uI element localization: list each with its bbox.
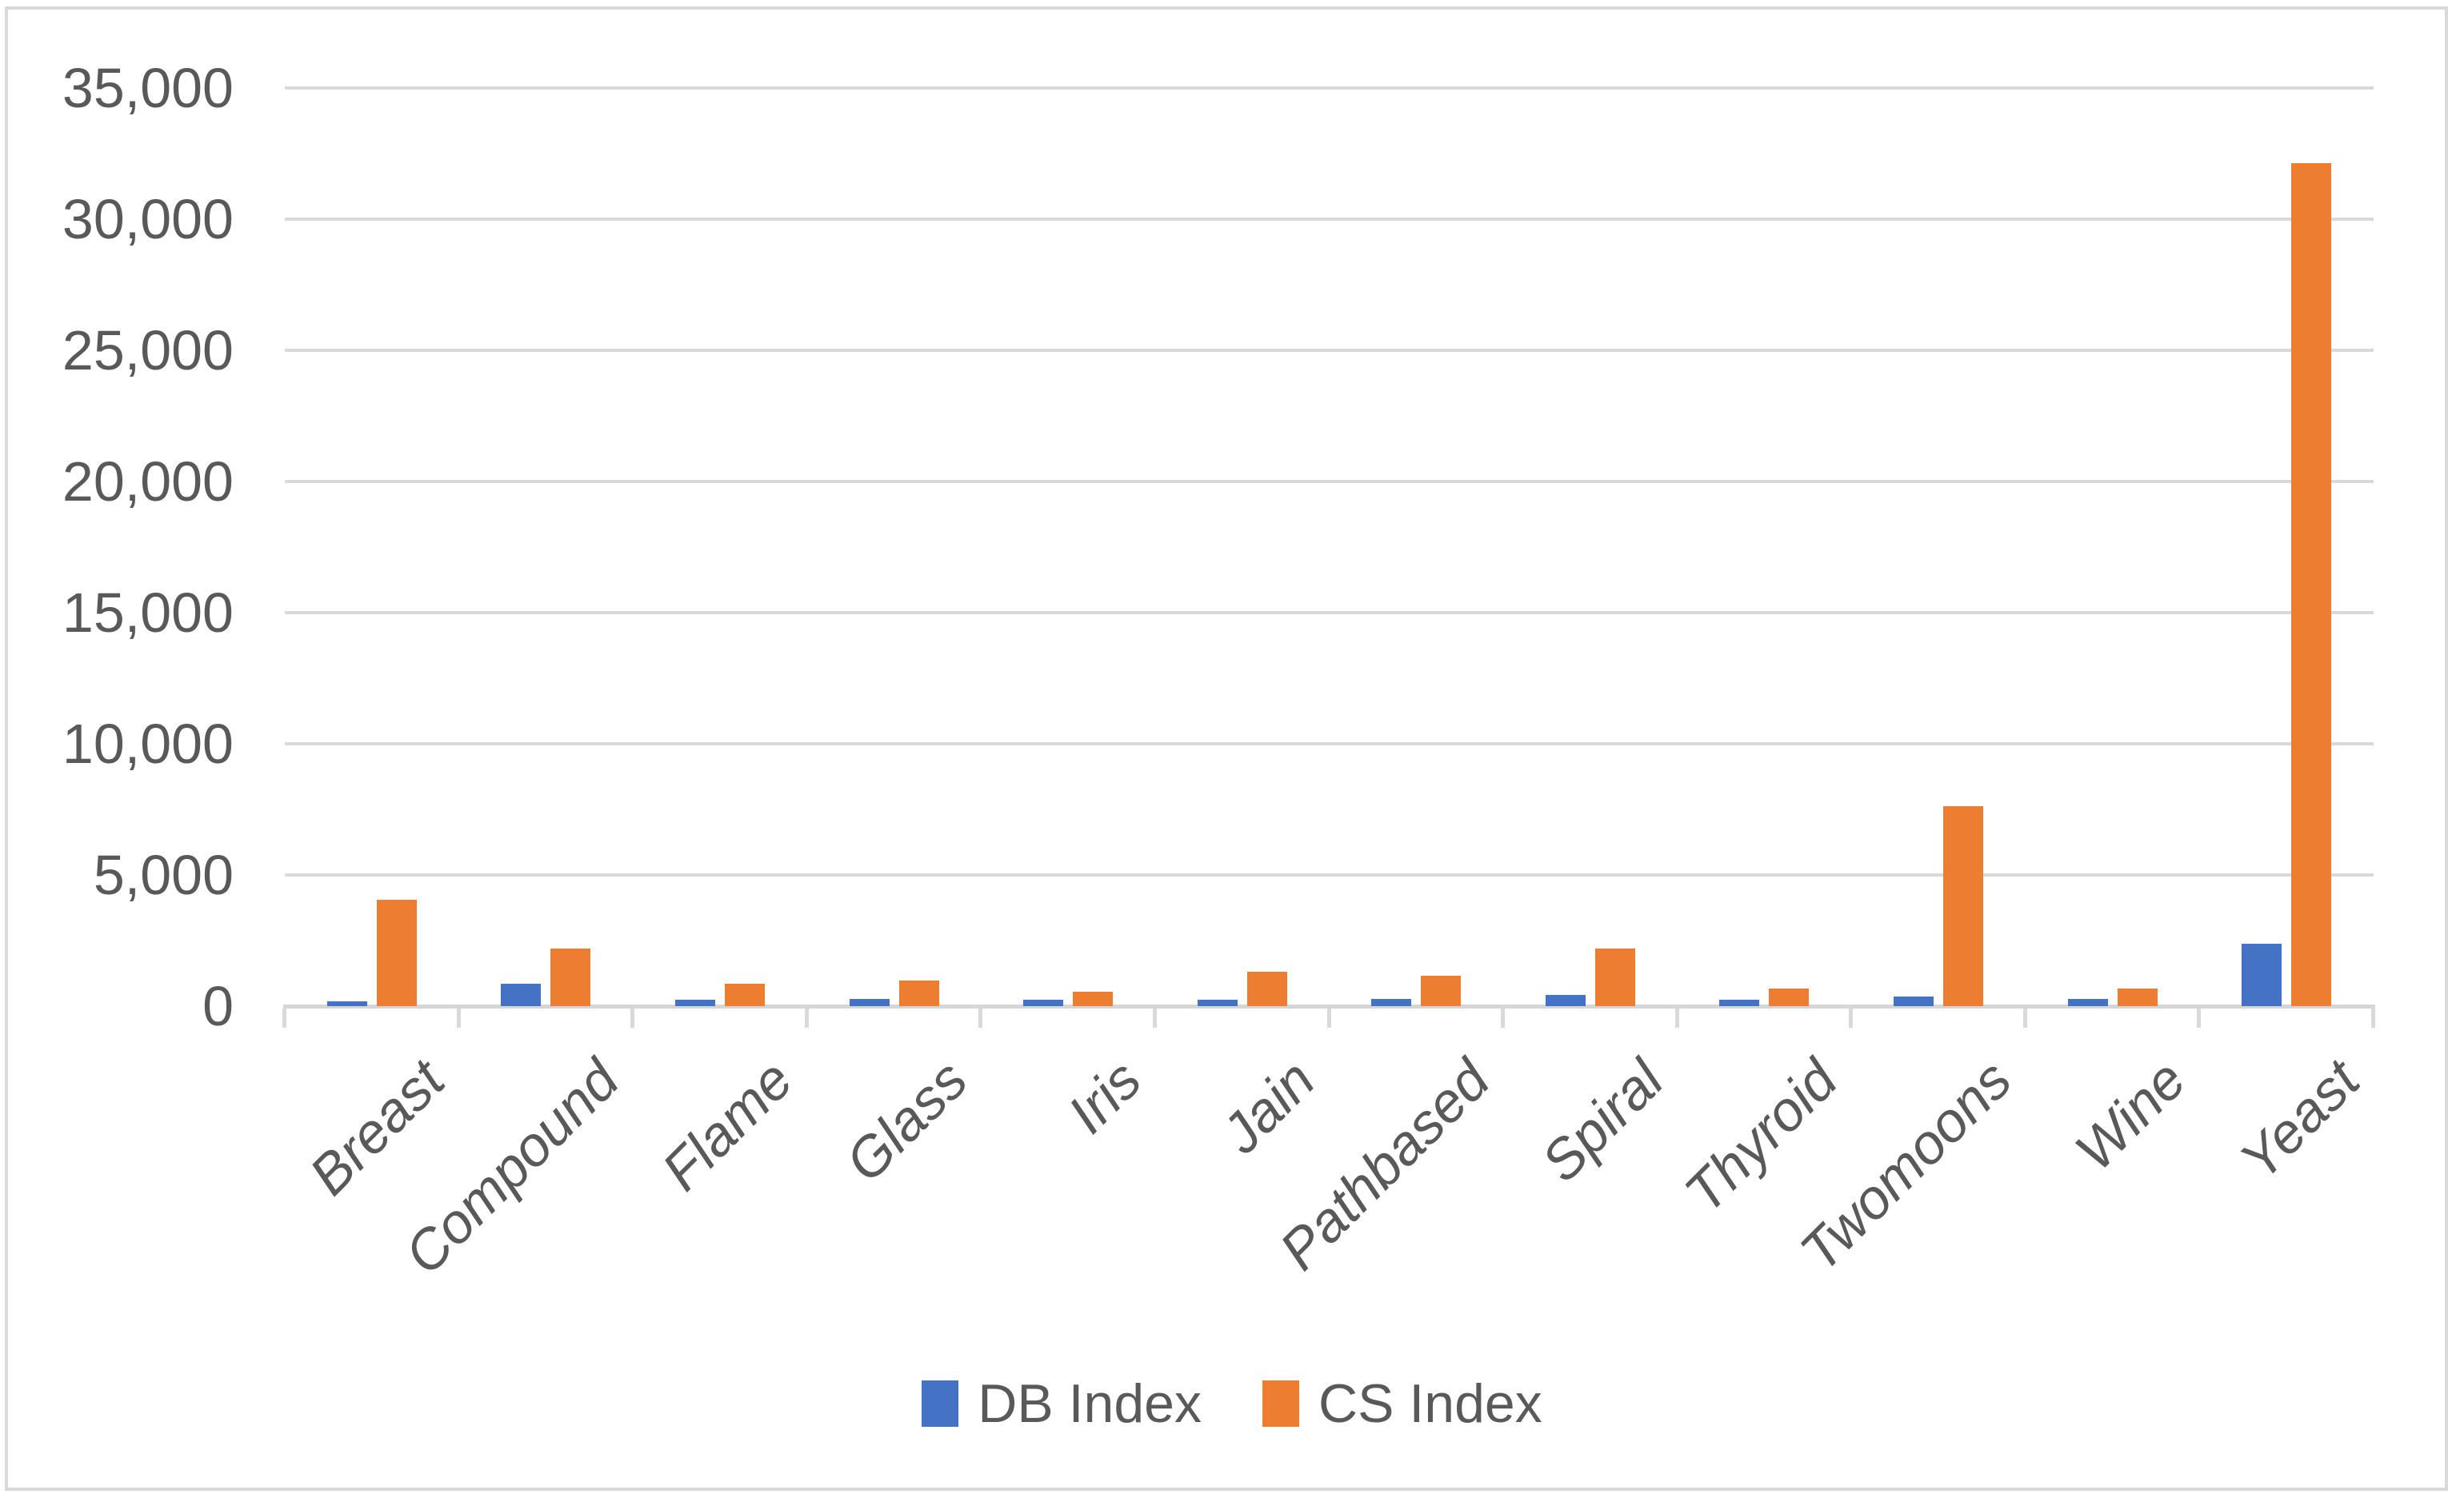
x-axis-tick (804, 1009, 809, 1028)
y-axis-tick-label: 0 (202, 975, 234, 1037)
bar-db-index-flame (675, 1000, 715, 1006)
x-axis-tick (1326, 1009, 1331, 1028)
gridline (285, 480, 2374, 483)
bar-cs-index-twomoons (1943, 806, 1983, 1006)
bar-cs-index-flame (725, 984, 765, 1006)
legend-swatch-db-index-icon (922, 1380, 959, 1427)
bar-cs-index-iris (1073, 992, 1113, 1006)
y-axis-tick-label: 35,000 (62, 57, 234, 119)
x-axis-line (283, 1005, 2375, 1009)
x-axis-tick (2022, 1009, 2027, 1028)
y-axis-tick-label: 5,000 (93, 844, 234, 906)
gridline (285, 873, 2374, 877)
bar-db-index-compound (501, 984, 541, 1006)
bar-db-index-thyroid (1719, 1000, 1759, 1006)
bar-db-index-spiral (1546, 995, 1586, 1006)
bar-cs-index-pathbased (1421, 976, 1461, 1006)
gridline (285, 218, 2374, 221)
bar-cs-index-spiral (1595, 949, 1635, 1006)
legend-swatch-cs-index-icon (1262, 1380, 1299, 1427)
legend-item-cs-index: CS Index (1262, 1372, 1542, 1435)
x-axis-tick (630, 1009, 635, 1028)
bar-cs-index-thyroid (1769, 989, 1809, 1006)
bar-db-index-twomoons (1894, 997, 1934, 1006)
legend-label-db-index: DB Index (978, 1373, 1202, 1434)
y-axis-tick-label: 15,000 (62, 581, 234, 644)
gridline (285, 86, 2374, 90)
bar-db-index-glass (850, 999, 890, 1006)
bar-db-index-wine (2068, 999, 2108, 1006)
bar-db-index-jain (1198, 1000, 1238, 1006)
x-axis-tick (282, 1009, 286, 1028)
gridline (285, 349, 2374, 352)
bar-cs-index-jain (1247, 972, 1287, 1006)
bar-cs-index-glass (899, 981, 939, 1006)
bar-db-index-pathbased (1371, 999, 1411, 1006)
x-axis-tick (1501, 1009, 1506, 1028)
bar-db-index-iris (1023, 1000, 1063, 1006)
x-axis-tick (2197, 1009, 2202, 1028)
gridline (285, 611, 2374, 614)
y-axis-tick-label: 20,000 (62, 450, 234, 513)
y-axis-tick-label: 30,000 (62, 188, 234, 250)
bar-db-index-breast (327, 1001, 367, 1006)
x-axis-tick (1849, 1009, 1854, 1028)
x-axis-tick (2371, 1009, 2375, 1028)
x-axis-tick (978, 1009, 983, 1028)
x-axis-tick (1674, 1009, 1679, 1028)
bar-cs-index-compound (550, 949, 590, 1006)
bar-db-index-yeast (2242, 944, 2282, 1006)
y-axis-tick-label: 10,000 (62, 713, 234, 775)
bar-cs-index-wine (2118, 989, 2158, 1006)
gridline (285, 742, 2374, 745)
x-axis-tick (456, 1009, 461, 1028)
bar-cs-index-breast (377, 900, 417, 1006)
bar-cs-index-yeast (2291, 163, 2331, 1006)
legend-item-db-index: DB Index (922, 1372, 1202, 1435)
y-axis-tick-label: 25,000 (62, 319, 234, 381)
chart-border (5, 6, 2448, 1491)
legend-label-cs-index: CS Index (1318, 1373, 1542, 1434)
x-axis-tick (1152, 1009, 1157, 1028)
legend: DB Index CS Index (0, 1372, 2464, 1435)
